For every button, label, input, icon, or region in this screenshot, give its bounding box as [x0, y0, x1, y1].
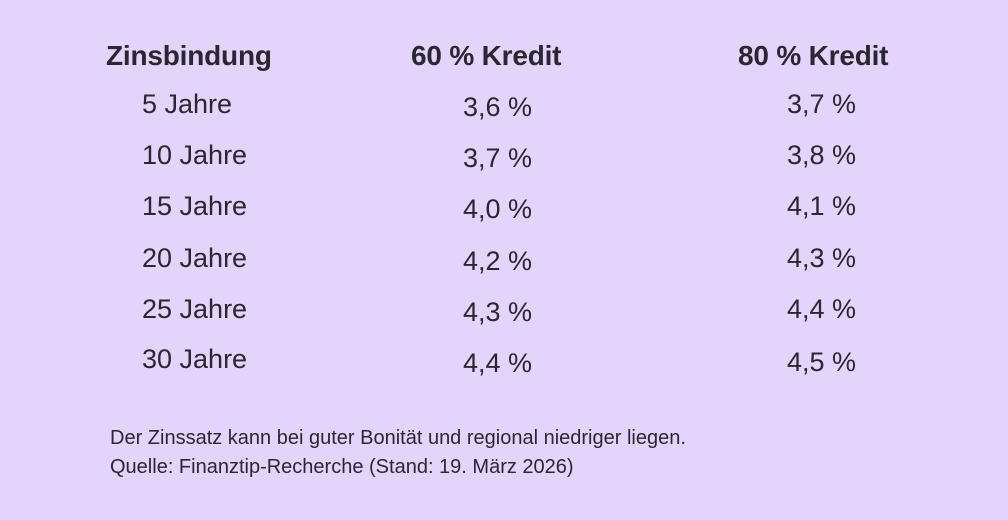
column-header-80-kredit: 80 % Kredit — [738, 40, 889, 71]
table-row: 30 Jahre 4,4 % 4,5 % — [0, 339, 1008, 379]
term-cell: 20 Jahre — [142, 243, 248, 273]
rate-80-cell: 4,3 % — [786, 243, 856, 273]
rate-80-cell: 3,7 % — [786, 89, 856, 119]
rate-80-cell: 4,1 % — [786, 191, 856, 221]
rate-60-cell: 3,6 % — [462, 92, 532, 122]
rate-60-cell: 3,7 % — [462, 143, 532, 173]
column-header-zinsbindung: Zinsbindung — [106, 40, 272, 71]
rate-60-cell: 4,3 % — [462, 297, 532, 327]
rate-80-cell: 3,8 % — [786, 140, 856, 170]
term-cell: 5 Jahre — [142, 89, 233, 119]
rate-80-cell: 4,5 % — [786, 347, 856, 377]
table-row: 25 Jahre 4,3 % 4,4 % — [0, 289, 1008, 329]
table-row: 15 Jahre 4,0 % 4,1 % — [0, 186, 1008, 226]
rate-60-cell: 4,4 % — [462, 348, 532, 378]
table-row: 10 Jahre 3,7 % 3,8 % — [0, 135, 1008, 175]
column-header-60-kredit: 60 % Kredit — [411, 40, 562, 71]
rate-60-cell: 4,2 % — [462, 246, 532, 276]
footnote-block: Der Zinssatz kann bei guter Bonität und … — [110, 424, 686, 482]
footnote-disclaimer: Der Zinssatz kann bei guter Bonität und … — [110, 427, 686, 449]
term-cell: 30 Jahre — [142, 344, 248, 374]
term-cell: 25 Jahre — [142, 294, 248, 324]
table-row: 20 Jahre 4,2 % 4,3 % — [0, 238, 1008, 278]
footnote-source: Quelle: Finanztip-Recherche (Stand: 19. … — [110, 456, 574, 478]
rate-60-cell: 4,0 % — [462, 194, 532, 224]
rate-80-cell: 4,4 % — [786, 294, 856, 324]
term-cell: 15 Jahre — [142, 191, 248, 221]
table-row: 5 Jahre 3,6 % 3,7 % — [0, 84, 1008, 124]
term-cell: 10 Jahre — [142, 140, 248, 170]
